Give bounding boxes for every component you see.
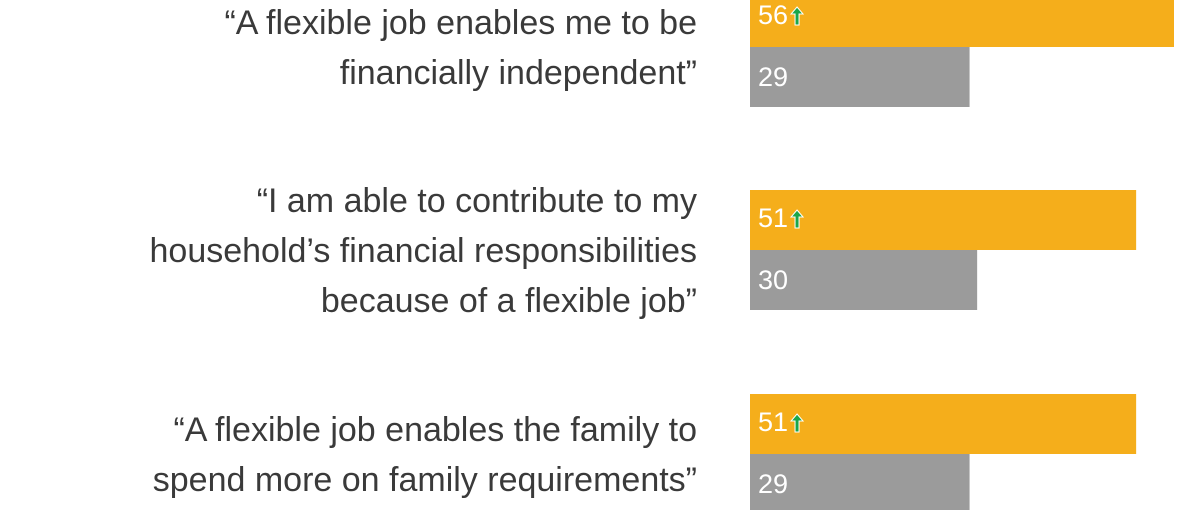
up-arrow-icon bbox=[789, 209, 805, 229]
bar bbox=[750, 0, 1174, 47]
category-label: “A flexible job enables the family to bbox=[173, 411, 697, 449]
bar bbox=[750, 190, 1137, 250]
up-arrow-icon bbox=[789, 413, 805, 433]
category-label: spend more on family requirements” bbox=[153, 461, 697, 499]
category-label: financially independent” bbox=[340, 54, 697, 92]
value-label: 30 bbox=[758, 265, 788, 295]
bar bbox=[750, 454, 970, 510]
value-label: 29 bbox=[758, 469, 788, 499]
up-arrow-icon bbox=[789, 6, 805, 26]
bar bbox=[750, 47, 970, 107]
category-label: household’s financial responsibilities bbox=[150, 232, 698, 270]
value-label: 51 bbox=[758, 203, 788, 233]
bar bbox=[750, 394, 1137, 454]
value-label: 29 bbox=[758, 62, 788, 92]
value-label: 51 bbox=[758, 407, 788, 437]
category-label: “A flexible job enables me to be bbox=[224, 4, 697, 42]
category-label: “I am able to contribute to my bbox=[257, 182, 697, 220]
bar bbox=[750, 250, 978, 310]
category-label: because of a flexible job” bbox=[321, 282, 697, 320]
value-label: 56 bbox=[758, 0, 788, 30]
